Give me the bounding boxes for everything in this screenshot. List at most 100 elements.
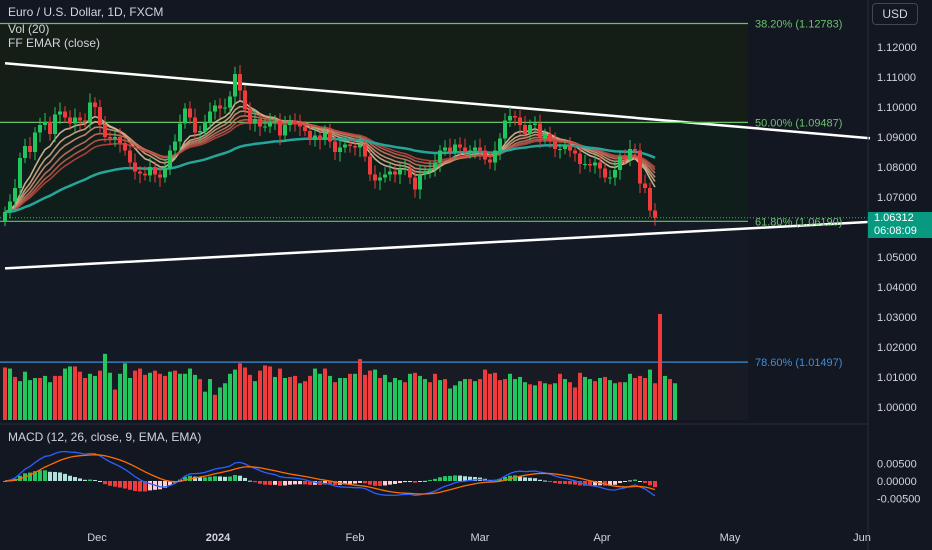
volume-bar bbox=[378, 378, 382, 420]
candle-body bbox=[588, 164, 592, 166]
candle-body bbox=[13, 188, 17, 202]
price-tick-label: 1.00000 bbox=[877, 402, 917, 414]
volume-bar bbox=[528, 384, 532, 420]
candle-body bbox=[613, 170, 617, 178]
volume-bar bbox=[403, 382, 407, 420]
candle-body bbox=[443, 147, 447, 151]
macd-hist-bar bbox=[198, 477, 202, 481]
candle-body bbox=[198, 131, 202, 133]
macd-hist-bar bbox=[323, 481, 327, 485]
price-tick-label: 1.05000 bbox=[877, 252, 917, 264]
candle-body bbox=[573, 150, 577, 154]
macd-indicator-label[interactable]: MACD (12, 26, close, 9, EMA, EMA) bbox=[8, 430, 202, 444]
macd-hist-bar bbox=[118, 481, 122, 488]
candle-body bbox=[368, 156, 372, 175]
macd-hist-bar bbox=[68, 475, 72, 481]
candle-body bbox=[333, 141, 337, 152]
candle-body bbox=[53, 114, 57, 134]
volume-bar bbox=[388, 382, 392, 420]
candle-body bbox=[528, 125, 532, 134]
candle-body bbox=[628, 149, 632, 160]
price-tick-label: 1.03000 bbox=[877, 312, 917, 324]
macd-hist-bar bbox=[148, 481, 152, 491]
indicator-ema-label[interactable]: FF EMAR (close) bbox=[8, 36, 101, 50]
candle-body bbox=[88, 102, 92, 122]
macd-hist-bar bbox=[418, 481, 422, 482]
candle-body bbox=[408, 168, 412, 178]
volume-bar bbox=[248, 374, 252, 420]
macd-hist-bar bbox=[298, 481, 302, 485]
volume-bar bbox=[133, 370, 137, 420]
volume-bar bbox=[638, 375, 642, 420]
candle-body bbox=[483, 150, 487, 160]
volume-bar bbox=[488, 373, 492, 420]
volume-bar bbox=[228, 373, 232, 420]
macd-hist-bar bbox=[448, 475, 452, 481]
indicator-vol-label[interactable]: Vol (20) bbox=[8, 22, 50, 36]
volume-bar bbox=[573, 387, 577, 420]
trendlines bbox=[4, 61, 871, 270]
price-tick-label: 1.02000 bbox=[877, 342, 917, 354]
macd-hist-bar bbox=[38, 470, 42, 481]
macd-hist-bar bbox=[538, 479, 542, 481]
volume-bar bbox=[633, 378, 637, 420]
candle-body bbox=[48, 122, 52, 134]
volume-bar bbox=[368, 370, 372, 420]
candle-body bbox=[193, 117, 197, 133]
volume-bar bbox=[13, 376, 17, 420]
volume-bar bbox=[108, 372, 112, 420]
macd-hist-bar bbox=[193, 476, 197, 481]
price-tick-label: 1.04000 bbox=[877, 282, 917, 294]
candle-body bbox=[83, 120, 87, 122]
candle-body bbox=[568, 146, 572, 151]
candle-body bbox=[638, 150, 642, 184]
candle-body bbox=[538, 123, 542, 139]
candle-body bbox=[168, 150, 172, 169]
candle-body bbox=[633, 149, 637, 151]
currency-button[interactable]: USD bbox=[872, 3, 918, 25]
price-tick-label: 1.07000 bbox=[877, 192, 917, 204]
macd-hist-bar bbox=[308, 481, 312, 485]
candle-body bbox=[488, 159, 492, 163]
volume-bar bbox=[213, 394, 217, 420]
last-price-tag: 1.06312 bbox=[868, 212, 932, 225]
time-tick-label: Feb bbox=[346, 532, 365, 544]
volume-bar bbox=[293, 375, 297, 420]
price-tick-label: 1.01000 bbox=[877, 372, 917, 384]
volume-bar bbox=[288, 376, 292, 420]
candles bbox=[0, 65, 868, 227]
macd-hist-bar bbox=[268, 481, 272, 485]
volume-bar bbox=[593, 381, 597, 420]
macd-hist-bar bbox=[43, 470, 47, 481]
volume-bar bbox=[68, 366, 72, 420]
macd-hist-bar bbox=[368, 481, 372, 485]
macd-hist-bar bbox=[213, 476, 217, 481]
volume-bar bbox=[123, 363, 127, 420]
candle-body bbox=[308, 131, 312, 139]
candle-body bbox=[493, 150, 497, 163]
candle-body bbox=[378, 177, 382, 181]
candle-body bbox=[73, 117, 77, 124]
volume-bar bbox=[18, 381, 22, 420]
price-tick-label: 1.09000 bbox=[877, 132, 917, 144]
candle-body bbox=[143, 173, 147, 176]
candle-body bbox=[243, 90, 247, 110]
candle-body bbox=[358, 144, 362, 148]
candle-body bbox=[43, 122, 47, 125]
candle-body bbox=[593, 162, 597, 166]
signal-line bbox=[4, 454, 656, 495]
price-tick-label: 1.08000 bbox=[877, 162, 917, 174]
macd-hist-bar bbox=[473, 477, 477, 481]
volume-bar bbox=[358, 359, 362, 420]
volume-bar bbox=[238, 363, 242, 420]
macd-hist-bar bbox=[78, 478, 82, 481]
candle-body bbox=[228, 96, 232, 108]
symbol-title[interactable]: Euro / U.S. Dollar, 1D, FXCM bbox=[8, 5, 164, 19]
candle-body bbox=[373, 174, 377, 181]
macd-hist-bar bbox=[428, 479, 432, 481]
volume-bar bbox=[478, 379, 482, 420]
price-tick-label: 1.10000 bbox=[877, 102, 917, 114]
candle-body bbox=[313, 135, 317, 139]
volume-bar bbox=[623, 382, 627, 420]
macd-hist-bar bbox=[353, 481, 357, 484]
